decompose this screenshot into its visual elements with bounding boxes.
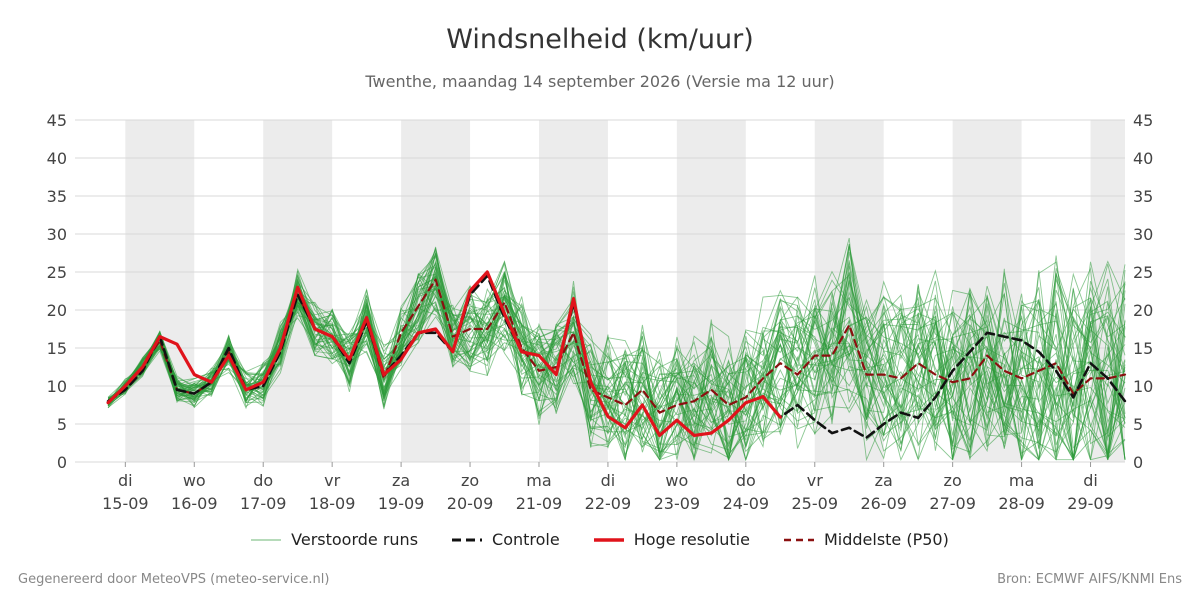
x-tick-date: 15-09 (102, 494, 149, 513)
series-line-hires (106, 270, 782, 437)
ensemble-run-line (107, 271, 1126, 461)
x-tick-date: 16-09 (171, 494, 218, 513)
day-band (538, 120, 608, 462)
legend-swatch-control (452, 538, 483, 541)
y-tick-label-left: 40 (47, 149, 67, 168)
x-tick-date: 24-09 (723, 494, 770, 513)
legend-swatch-median (783, 538, 814, 541)
legend-item-control[interactable]: Controle (452, 530, 560, 549)
ensemble-run-line (107, 248, 1126, 460)
y-tick-label-right: 40 (1133, 149, 1153, 168)
y-tick-label-left: 20 (47, 301, 67, 320)
x-tick-date: 17-09 (240, 494, 287, 513)
y-tick-label-left: 15 (47, 339, 67, 358)
x-tick-date: 27-09 (929, 494, 976, 513)
y-tick-label-left: 25 (47, 263, 67, 282)
x-tick-date: 20-09 (447, 494, 494, 513)
legend-item-median[interactable]: Middelste (P50) (783, 530, 949, 549)
x-tick-date: 23-09 (654, 494, 701, 513)
y-tick-label-right: 5 (1133, 415, 1143, 434)
legend-item-hires[interactable]: Hoge resolutie (593, 530, 750, 549)
ensemble-run-line (107, 285, 1126, 461)
legend-label-ensemble: Verstoorde runs (291, 530, 419, 549)
ensemble-run-line (107, 246, 1126, 462)
x-tick-day: ma (526, 471, 551, 490)
y-tick-label-left: 45 (47, 111, 67, 130)
legend-swatch-hires (593, 537, 624, 542)
ensemble-run-line (107, 249, 1126, 446)
x-tick-day: ma (1009, 471, 1034, 490)
y-tick-label-left: 10 (47, 377, 67, 396)
x-tick-day: vr (807, 471, 823, 490)
x-tick-day: vr (324, 471, 340, 490)
legend: Verstoorde runs Controle Hoge resolutie … (0, 530, 1200, 549)
ensemble-run-line (107, 275, 1126, 460)
x-tick-day: wo (183, 471, 206, 490)
x-tick-day: di (1083, 471, 1098, 490)
y-tick-label-right: 20 (1133, 301, 1153, 320)
x-tick-day: do (736, 471, 756, 490)
chart-subtitle: Twenthe, maandag 14 september 2026 (Vers… (365, 72, 835, 91)
x-tick-date: 26-09 (860, 494, 907, 513)
legend-swatch-ensemble (251, 539, 282, 540)
legend-label-hires: Hoge resolutie (633, 530, 750, 549)
y-tick-label-right: 35 (1133, 187, 1153, 206)
x-tick-date: 18-09 (309, 494, 356, 513)
legend-item-ensemble[interactable]: Verstoorde runs (251, 530, 418, 549)
x-tick-date: 29-09 (1067, 494, 1114, 513)
y-tick-label-left: 35 (47, 187, 67, 206)
axes: 0 0 5 5 10 10 15 15 20 20 25 25 30 30 35 35 40 40 45 45 di 15… (47, 111, 1154, 513)
main-series (106, 270, 1127, 440)
x-tick-day: zo (461, 471, 479, 490)
x-tick-date: 28-09 (998, 494, 1045, 513)
footer-generated-by: Gegenereerd door MeteoVPS (meteo-service… (18, 572, 330, 587)
x-tick-date: 25-09 (792, 494, 839, 513)
x-tick-date: 19-09 (378, 494, 425, 513)
day-band (125, 120, 195, 462)
x-tick-day: wo (665, 471, 688, 490)
chart-title: Windsnelheid (km/uur) (446, 24, 754, 55)
x-tick-day: zo (944, 471, 962, 490)
ensemble-run-line (107, 245, 1126, 440)
y-tick-label-right: 25 (1133, 263, 1153, 282)
x-tick-day: di (118, 471, 133, 490)
legend-label-control: Controle (492, 530, 560, 549)
y-tick-label-left: 30 (47, 225, 67, 244)
y-tick-label-right: 0 (1133, 453, 1143, 472)
x-tick-date: 22-09 (585, 494, 632, 513)
y-tick-label-right: 10 (1133, 377, 1153, 396)
legend-label-median: Middelste (P50) (823, 530, 949, 549)
y-tick-label-left: 0 (57, 453, 67, 472)
x-tick-date: 21-09 (516, 494, 563, 513)
x-tick-day: za (392, 471, 410, 490)
ensemble-run-line (107, 262, 1126, 461)
x-tick-day: di (601, 471, 616, 490)
y-tick-label-right: 15 (1133, 339, 1153, 358)
x-tick-day: do (253, 471, 273, 490)
x-tick-day: za (875, 471, 893, 490)
y-tick-label-left: 5 (57, 415, 67, 434)
y-tick-label-right: 30 (1133, 225, 1153, 244)
ensemble-run-line (107, 282, 1126, 460)
y-tick-label-right: 45 (1133, 111, 1153, 130)
footer-source: Bron: ECMWF AIFS/KNMI Ens (997, 572, 1182, 587)
